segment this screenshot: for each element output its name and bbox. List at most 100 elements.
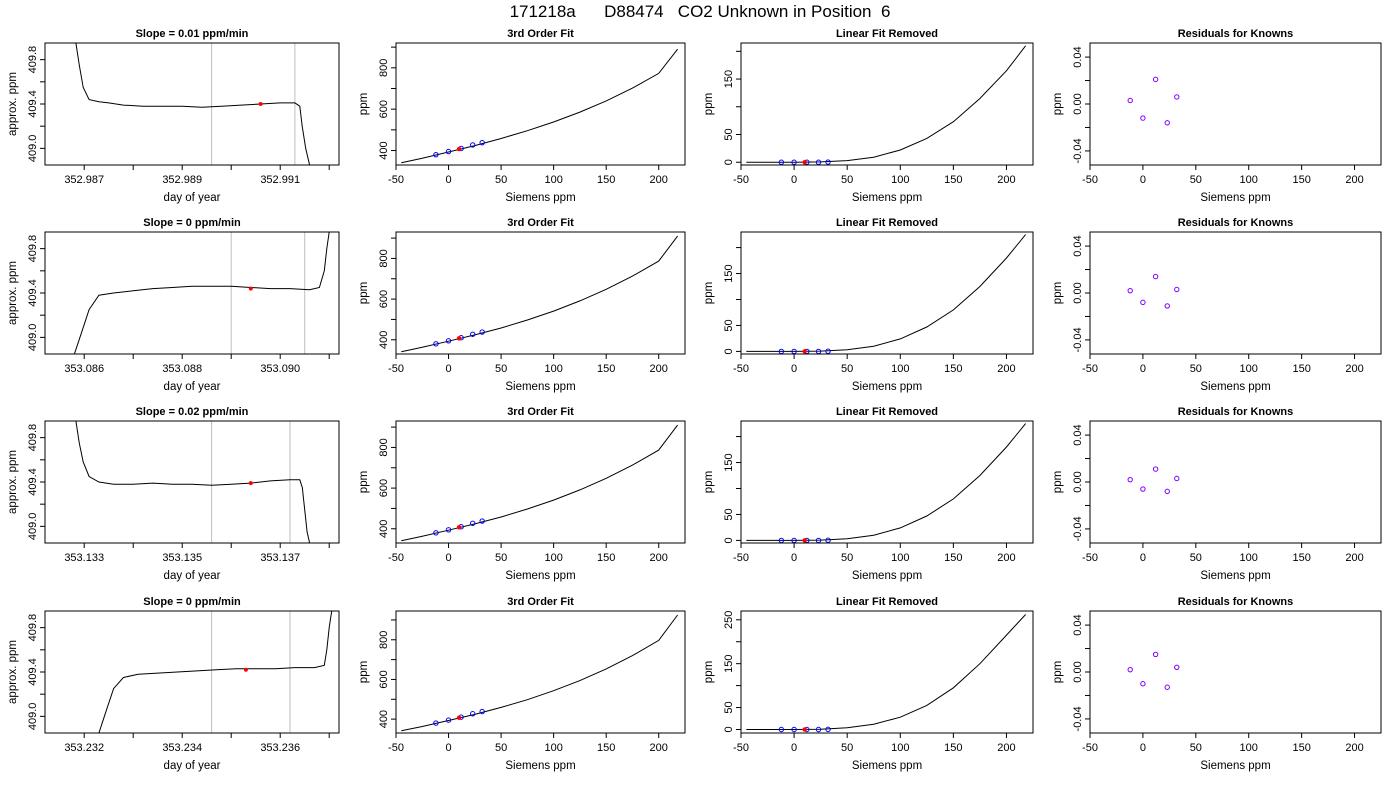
x-axis-label: Siemens ppm (1200, 760, 1270, 772)
y-tick-label: 50 (723, 701, 735, 713)
y-tick-label: 0 (723, 537, 735, 543)
x-tick-label: 353.137 (260, 552, 300, 564)
x-tick-label: 100 (544, 742, 562, 754)
x-tick-label: -50 (1082, 742, 1098, 754)
chart-panel-2-1: Slope = 0 ppm/min day of year approx. ppm 3… (7, 217, 340, 393)
x-tick-label: -50 (388, 174, 404, 186)
x-tick-label: 200 (650, 363, 668, 375)
y-tick-label: 800 (378, 631, 390, 649)
residual-point (1174, 286, 1180, 293)
x-tick-label: 0 (1140, 742, 1146, 754)
plot-frame (1089, 610, 1382, 734)
panel-title: 3rd Order Fit (507, 217, 574, 229)
plot-frame (740, 42, 1034, 166)
y-tick-label: 409.8 (27, 424, 39, 452)
x-axis-label: day of year (164, 760, 221, 772)
mean-marker (243, 667, 248, 672)
panel-title: 3rd Order Fit (507, 596, 574, 608)
y-tick-label: 0.00 (1072, 471, 1084, 492)
chart-panel-2-3: Linear Fit Removed Siemens ppm ppm -50 0 50 10… (703, 217, 1034, 393)
x-axis-label: Siemens ppm (505, 381, 575, 393)
known-point (479, 708, 485, 715)
x-tick-label: 353.086 (64, 363, 104, 375)
y-tick-label: 409.0 (27, 703, 39, 731)
plot-frame (1089, 231, 1382, 355)
unknown-point (456, 336, 462, 341)
mean-marker (258, 101, 263, 107)
known-point (445, 338, 452, 344)
residual-point (1174, 94, 1180, 100)
y-tick-label: 409.0 (27, 135, 39, 163)
x-tick-label: 100 (891, 552, 909, 564)
y-tick-label: 409.8 (27, 614, 39, 642)
x-axis-label: Siemens ppm (1200, 192, 1270, 204)
y-axis-label: ppm (1052, 661, 1064, 683)
plot-frame (395, 610, 686, 734)
y-axis-label: ppm (358, 471, 370, 493)
plot-area (75, 421, 311, 543)
known-point (479, 329, 485, 335)
y-tick-label: 50 (723, 508, 735, 520)
x-tick-label: 352.991 (260, 174, 300, 186)
x-tick-label: 200 (650, 552, 668, 564)
chart-panel-1-1: Slope = 0.01 ppm/min day of year approx. p… (7, 28, 340, 204)
x-tick-label: 352.987 (64, 174, 104, 186)
x-tick-label: 200 (1345, 552, 1363, 564)
y-tick-label: -0.04 (1072, 327, 1084, 352)
residual-point (1174, 664, 1180, 671)
y-axis-label: approx. ppm (7, 640, 19, 704)
unknown-point (802, 159, 807, 165)
x-tick-label: 150 (1292, 363, 1310, 375)
x-tick-label: 50 (1190, 742, 1202, 754)
x-axis-label: day of year (164, 381, 221, 393)
x-axis-label: Siemens ppm (852, 381, 922, 393)
x-tick-label: 200 (1345, 174, 1363, 186)
y-tick-label: 250 (723, 611, 735, 629)
panel-title: Slope = 0.01 ppm/min (136, 28, 249, 40)
plot-area (401, 614, 679, 732)
x-tick-label: 100 (1240, 174, 1258, 186)
x-tick-label: 150 (597, 552, 615, 564)
x-tick-label: 200 (1345, 363, 1363, 375)
unknown-point (456, 146, 462, 152)
x-tick-label: 200 (997, 174, 1015, 186)
y-axis-label: ppm (358, 282, 370, 304)
chart-panel-4-3: Linear Fit Removed Siemens ppm ppm -50 0 50 10… (703, 596, 1034, 772)
y-axis-label: ppm (358, 661, 370, 683)
x-tick-label: 0 (445, 552, 451, 564)
y-tick-label: 409.0 (27, 324, 39, 352)
x-tick-label: 50 (495, 363, 507, 375)
y-tick-label: 409.4 (27, 468, 39, 496)
series-line (401, 235, 678, 353)
series-line (401, 614, 679, 732)
x-tick-label: 0 (791, 742, 797, 754)
known-point (445, 717, 452, 723)
unknown-point (456, 525, 462, 530)
y-tick-label: 150 (723, 453, 735, 471)
x-tick-label: 200 (650, 742, 668, 754)
panel-title: Residuals for Knowns (1178, 596, 1294, 608)
x-tick-label: 50 (495, 742, 507, 754)
y-axis-label: ppm (703, 93, 715, 115)
series-line (746, 45, 1026, 163)
y-tick-label: 409.4 (27, 658, 39, 686)
x-tick-label: 0 (445, 742, 451, 754)
known-point (433, 151, 439, 158)
x-tick-label: 50 (1190, 363, 1202, 375)
x-axis-label: Siemens ppm (852, 570, 922, 582)
residual-point (1152, 76, 1159, 83)
chart-panel-4-1: Slope = 0 ppm/min day of year approx. ppm 3… (7, 596, 340, 772)
x-tick-label: 353.088 (162, 363, 202, 375)
y-tick-label: 0.04 (1072, 46, 1084, 67)
residual-point (1164, 488, 1170, 495)
known-point (433, 720, 439, 726)
series-line (75, 421, 311, 543)
y-tick-label: 409.8 (27, 235, 39, 263)
y-tick-label: 800 (378, 249, 390, 267)
chart-panel-2-4: Residuals for Knowns Siemens ppm ppm -50 0 50… (1052, 217, 1382, 393)
x-tick-label: 353.135 (162, 552, 202, 564)
known-point (825, 726, 831, 733)
plot-area (746, 234, 1026, 354)
x-tick-label: 200 (997, 363, 1015, 375)
x-tick-label: 353.090 (260, 363, 300, 375)
